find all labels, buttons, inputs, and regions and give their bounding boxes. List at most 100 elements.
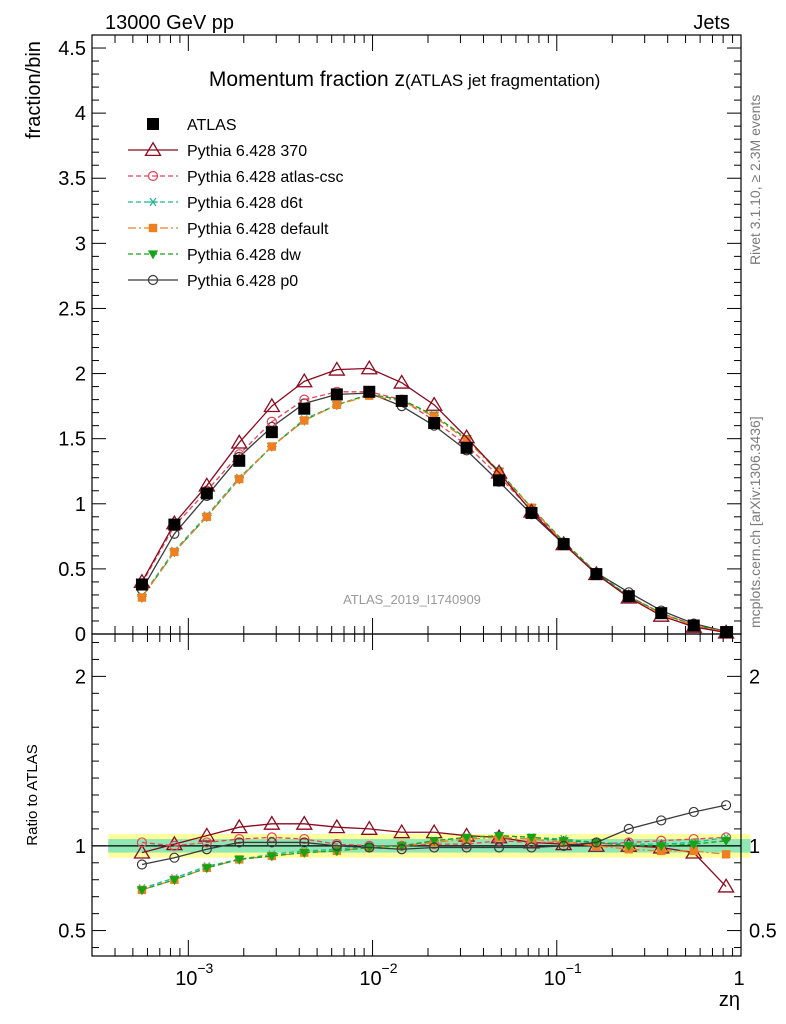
ratio-panel: 0.5 0.51 12 2 10 −3 10 −2 10 −1 1 Ratio to ATLAS … (24, 633, 777, 1011)
series-point-0 (135, 578, 148, 591)
series-point-0 (330, 388, 343, 401)
ratio-point-5 (526, 833, 537, 843)
ratio-x-axis: 10 −3 10 −2 10 −1 1 (91, 634, 745, 990)
ratio-y-tick-label: 2 (75, 666, 86, 688)
ratio-point-6 (364, 842, 375, 853)
series-point-1 (425, 396, 443, 411)
ratio-point-5 (720, 837, 732, 847)
ratio-point-2 (169, 840, 180, 851)
legend-label: Pythia 6.428 default (187, 221, 329, 238)
main-subtitle: (ATLAS jet fragmentation) (405, 71, 600, 90)
ratio-y-tick-label-right: 2 (749, 666, 760, 688)
ratio-point-6 (169, 852, 180, 863)
x-tick-exponent: −1 (566, 960, 582, 976)
ratio-y-label: Ratio to ATLAS (24, 744, 41, 845)
ratio-y-tick-label-right: 0.5 (749, 921, 777, 943)
ratio-point-6 (720, 800, 732, 811)
ratio-point-6 (429, 842, 440, 853)
ratio-point-6 (526, 842, 537, 853)
ratio-point-1 (393, 823, 411, 839)
ratio-y-tick-label: 1 (75, 836, 86, 858)
legend-marker (144, 141, 162, 157)
ratio-point-1 (328, 818, 346, 834)
ratio-point-6 (656, 815, 667, 826)
ratio-point-5 (688, 840, 699, 850)
x-tick-exponent: −2 (382, 960, 398, 976)
ratio-point-6 (493, 842, 505, 853)
series-point-1 (295, 372, 313, 388)
ratio-point-1 (198, 827, 216, 842)
ratio-point-5 (364, 843, 375, 853)
ratio-point-1 (263, 815, 281, 830)
series-point-0 (720, 626, 733, 639)
ratio-point-5 (169, 876, 180, 886)
main-y-tick-label: 4.5 (58, 38, 86, 60)
series-point-4 (300, 416, 309, 425)
series-point-0 (590, 568, 603, 581)
legend-label: Pythia 6.428 dw (187, 247, 301, 264)
ratio-point-5 (493, 832, 505, 842)
ratio-point-2 (201, 837, 212, 848)
ratio-point-1 (425, 823, 443, 839)
mcplots-label: mcplots.cern.ch [arXiv:1306.3436] (747, 416, 763, 628)
series-point-0 (655, 607, 668, 620)
asterisk-stroke (149, 197, 157, 207)
series-point-0 (168, 518, 181, 531)
ratio-point-6 (461, 842, 472, 853)
main-y-tick-label: 1.5 (58, 429, 86, 451)
main-title: Momentum fraction z (209, 68, 405, 91)
series-point-4 (462, 435, 471, 445)
legend-label: Pythia 6.428 atlas-csc (187, 169, 344, 186)
legend-marker (147, 170, 159, 182)
ratio-point-1 (133, 844, 151, 859)
main-panel: 0 0.5 1 1.5 2 2.5 3 3.5 4 4.5 ATLAS_2019_I1740909… (23, 34, 742, 646)
x-axis-label: zη (719, 989, 740, 1011)
legend-marker (147, 250, 159, 260)
ratio-point-1 (360, 820, 378, 835)
series-point-1 (230, 434, 248, 449)
series-point-0 (525, 506, 538, 519)
ratio-point-6 (234, 837, 245, 848)
main-y-tick-label: 3 (75, 233, 86, 255)
ratio-point-5 (396, 842, 407, 852)
ratio-point-5 (429, 837, 440, 847)
series-point-0 (460, 441, 473, 454)
series-point-1 (328, 361, 346, 376)
main-y-tick-label: 2 (75, 364, 86, 386)
ratio-point-5 (234, 855, 245, 865)
series-point-4 (332, 400, 342, 410)
ratio-y-tick-label-right: 1 (749, 836, 760, 858)
series-point-0 (200, 487, 213, 500)
ratio-point-5 (201, 864, 212, 874)
ratio-y-axis: 0.5 0.5 1 1 2 2 (58, 641, 777, 949)
series-point-0 (363, 385, 376, 398)
ratio-point-6 (396, 844, 407, 855)
series-point-4 (170, 547, 179, 557)
series-point-0 (233, 454, 246, 467)
rivet-label: Rivet 3.1.10, ≥ 2.3M events (747, 95, 763, 265)
ratio-point-5 (266, 852, 277, 862)
ratio-point-6 (331, 840, 342, 851)
ratio-point-6 (136, 859, 148, 870)
ratio-frame (91, 633, 742, 957)
series-point-0 (493, 474, 506, 487)
main-y-tick-label: 3.5 (58, 168, 86, 190)
ratio-point-4 (689, 846, 698, 856)
series-point-0 (298, 402, 311, 415)
watermark: ATLAS_2019_I1740909 (343, 592, 481, 607)
series-point-1 (360, 359, 378, 375)
series-point-4 (202, 512, 212, 522)
header-right: Jets (693, 12, 730, 34)
main-y-tick-label: 0.5 (58, 559, 86, 581)
ratio-point-1 (230, 818, 248, 834)
series-point-0 (395, 394, 408, 407)
series-point-0 (265, 426, 278, 439)
ratio-point-2 (299, 833, 310, 845)
ratio-y-tick-label: 0.5 (58, 921, 86, 943)
x-tick-exponent: −3 (197, 960, 213, 976)
ratio-point-4 (721, 850, 731, 859)
legend-label: Pythia 6.428 370 (187, 143, 307, 160)
series-point-4 (137, 593, 147, 602)
legend-marker (147, 118, 159, 130)
